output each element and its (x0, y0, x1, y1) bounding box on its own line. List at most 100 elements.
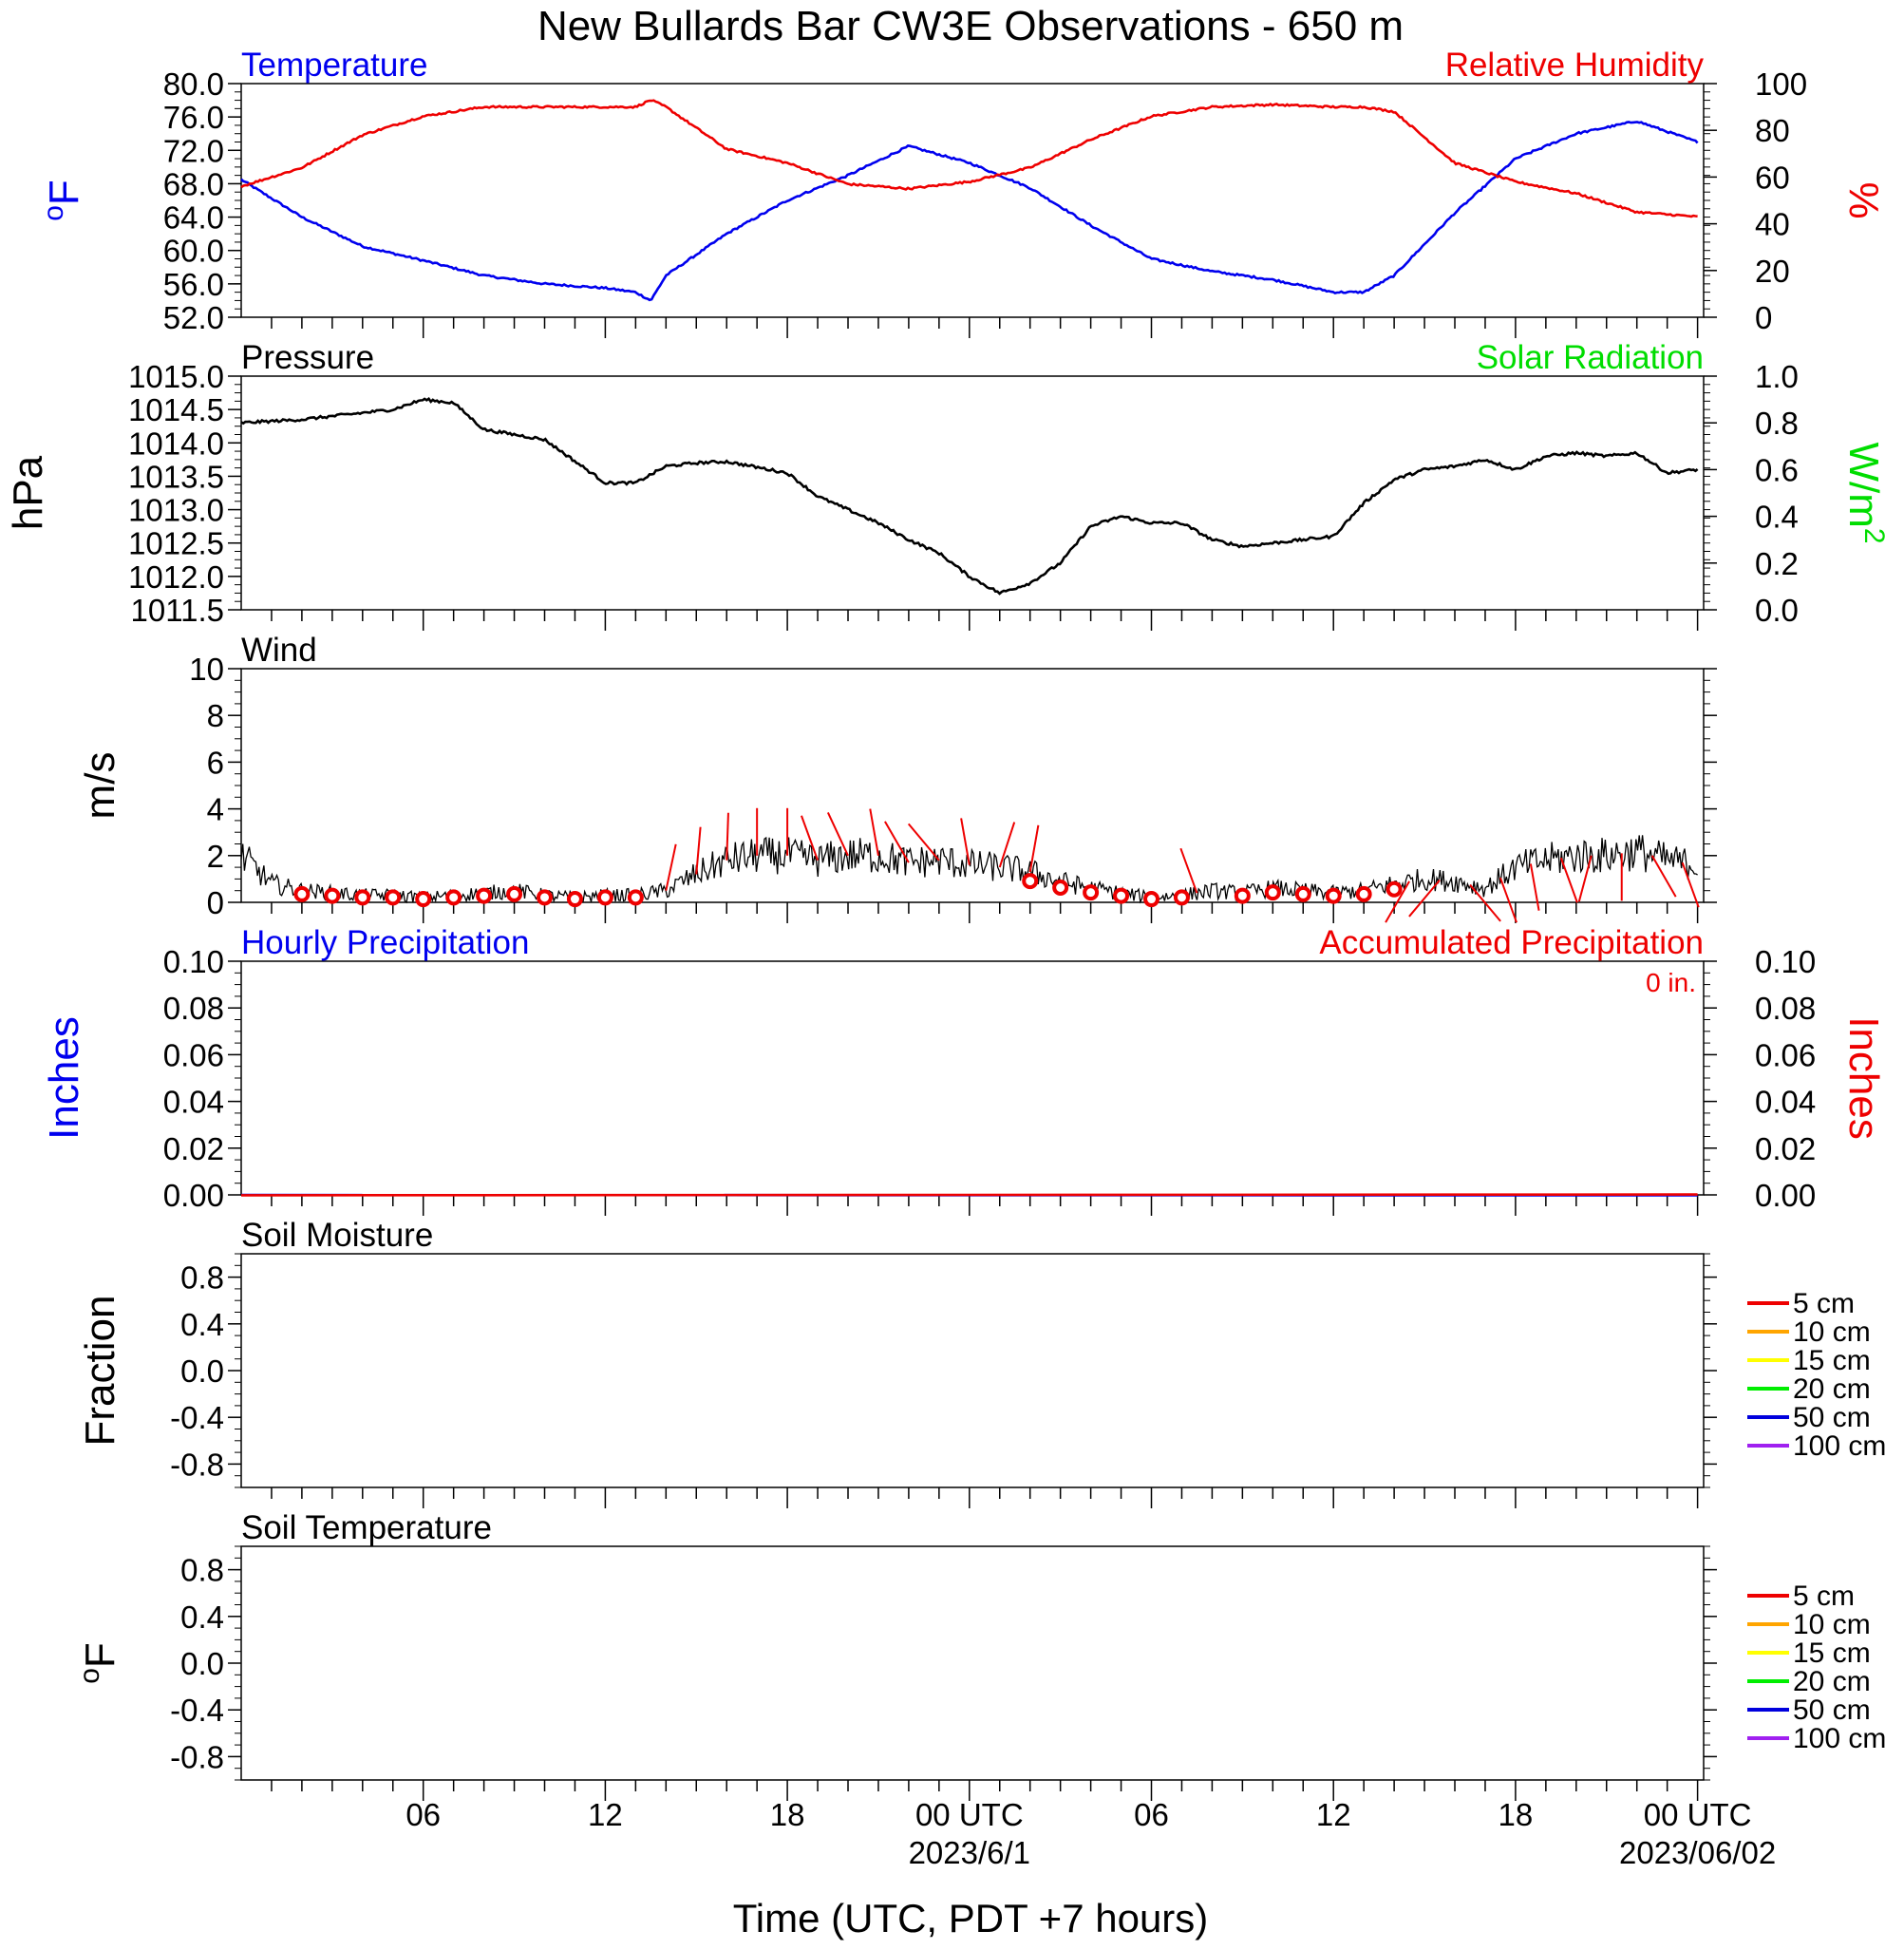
wind-barb (1028, 824, 1040, 873)
x-tick-label: 00 UTC (915, 1797, 1024, 1832)
panel-label-left: Wind (241, 632, 317, 669)
y-tick-label-right: 0.06 (1755, 1037, 1816, 1072)
y-tick-label-left: -0.8 (170, 1739, 224, 1774)
panel-soil_moisture: 0.8 0.4 0.0 -0.4 -0.8 Soil Moisture Fraction 5 … (77, 1217, 1886, 1508)
y-axis-title-left: m/s (77, 752, 123, 820)
y-tick-label-left: 1013.0 (128, 493, 224, 528)
y-tick-label-left: 8 (207, 698, 224, 733)
legend-label: 10 cm (1793, 1609, 1871, 1640)
wind-barb (826, 812, 849, 857)
wind-calm-marker (385, 889, 402, 906)
y-tick-label-left: 1014.0 (128, 426, 224, 461)
y-tick-label-right: 0.0 (1755, 593, 1799, 628)
legend-label: 15 cm (1793, 1638, 1871, 1669)
panel-label-left: Soil Moisture (241, 1217, 433, 1254)
wind-calm-marker (445, 889, 462, 906)
panel-frame (240, 668, 1705, 903)
wind-barb (1559, 857, 1578, 903)
wind-barb (1469, 883, 1501, 922)
wind-barb (1681, 861, 1700, 908)
y-tick-label-left: 1012.5 (128, 526, 224, 561)
wind-calm-marker (1113, 887, 1130, 904)
y-tick-label-right: 0.6 (1755, 452, 1799, 487)
y-tick-label-right: 0.2 (1755, 546, 1799, 581)
y-tick-label-left: 0.8 (180, 1260, 224, 1296)
y-tick-label-left: 0.10 (163, 944, 224, 979)
panel-label-right: Relative Humidity (1445, 47, 1705, 84)
wind-calm-marker (1325, 887, 1342, 904)
wind-calm-marker (354, 889, 371, 906)
wind-calm-marker (1294, 885, 1311, 902)
chart-title: New Bullards Bar CW3E Observations - 650… (537, 3, 1404, 49)
legend-label: 20 cm (1793, 1666, 1871, 1697)
wind-calm-marker (1355, 885, 1372, 902)
y-tick-label-left: 80.0 (163, 66, 224, 102)
wind-barb (1529, 863, 1540, 911)
panel-frame (240, 1545, 1705, 1781)
wind-barb (665, 843, 677, 891)
x-tick-label: 00 UTC (1644, 1797, 1752, 1832)
y-tick-label-left: 4 (207, 792, 224, 827)
wind-calm-marker (1386, 880, 1403, 898)
wind-calm-marker (1173, 889, 1190, 906)
y-tick-label-left: 64.0 (163, 200, 224, 236)
wind-barb (726, 812, 729, 861)
y-tick-label-left: 72.0 (163, 133, 224, 168)
y-tick-label-left: 0.00 (163, 1178, 224, 1213)
y-tick-label-left: 0.0 (180, 1646, 224, 1681)
legend-label: 50 cm (1793, 1402, 1871, 1433)
panel-frame (240, 1253, 1705, 1488)
y-tick-label-left: 76.0 (163, 100, 224, 135)
y-tick-label-right: 0.00 (1755, 1178, 1816, 1213)
wind-calm-marker (1052, 880, 1069, 897)
wind-calm-marker (293, 885, 311, 902)
y-tick-label-right: 0 (1755, 300, 1772, 335)
series-line-temperature (240, 121, 1699, 302)
x-tick-label: 06 (405, 1797, 441, 1832)
wind-barb (998, 822, 1016, 868)
series-line-accumulated-precipitation (240, 1193, 1698, 1197)
y-tick-label-left: 0 (207, 885, 224, 920)
wind-calm-marker (537, 889, 554, 906)
x-date-label: 2023/06/02 (1619, 1835, 1776, 1870)
panel-frame (240, 960, 1705, 1196)
y-tick-label-left: 1014.5 (128, 392, 224, 427)
legend-label: 20 cm (1793, 1373, 1871, 1405)
y-tick-label-left: 1015.0 (128, 359, 224, 394)
y-axis-title-left: oF (74, 1642, 123, 1684)
wind-barb (960, 818, 971, 865)
precip-total-annotation: 0 in. (1646, 968, 1696, 997)
y-tick-label-left: 0.0 (180, 1354, 224, 1389)
wind-barb (695, 826, 702, 875)
panel-frame (240, 375, 1705, 611)
y-axis-title-right: % (1840, 181, 1887, 218)
wind-calm-marker (1234, 887, 1251, 904)
wind-barb (907, 823, 940, 861)
y-tick-label-right: 0.4 (1755, 500, 1799, 535)
wind-calm-marker (415, 891, 432, 908)
panel-precip: 0.10 0.08 0.06 0.04 0.02 0.00 0.10 0.08 0.06 0.04… (41, 924, 1887, 1216)
legend-label: 50 cm (1793, 1694, 1871, 1726)
y-tick-label-right: 20 (1755, 254, 1790, 289)
y-tick-label-left: 0.8 (180, 1553, 224, 1588)
y-tick-label-left: 6 (207, 745, 224, 780)
wind-barb (1577, 855, 1593, 902)
y-axis-title-left: Fraction (77, 1296, 123, 1447)
y-tick-label-left: 0.02 (163, 1131, 224, 1166)
y-tick-label-right: 0.02 (1755, 1131, 1816, 1166)
y-tick-label-right: 0.04 (1755, 1085, 1816, 1120)
y-tick-label-right: 0.08 (1755, 991, 1816, 1026)
y-tick-label-left: 0.4 (180, 1307, 224, 1342)
wind-calm-marker (476, 887, 493, 904)
panel-label-left: Hourly Precipitation (241, 924, 529, 961)
wind-calm-marker (506, 885, 523, 902)
y-tick-label-left: -0.4 (170, 1400, 224, 1435)
chart-panels: 80.076.072.068.064.060.056.052.010080604… (5, 47, 1890, 1801)
wind-calm-marker (1083, 884, 1100, 901)
panel-label-left: Temperature (241, 47, 427, 84)
x-tick-label: 18 (1499, 1797, 1534, 1832)
y-tick-label-left: 1012.0 (128, 559, 224, 595)
y-tick-label-right: 0.8 (1755, 406, 1799, 441)
